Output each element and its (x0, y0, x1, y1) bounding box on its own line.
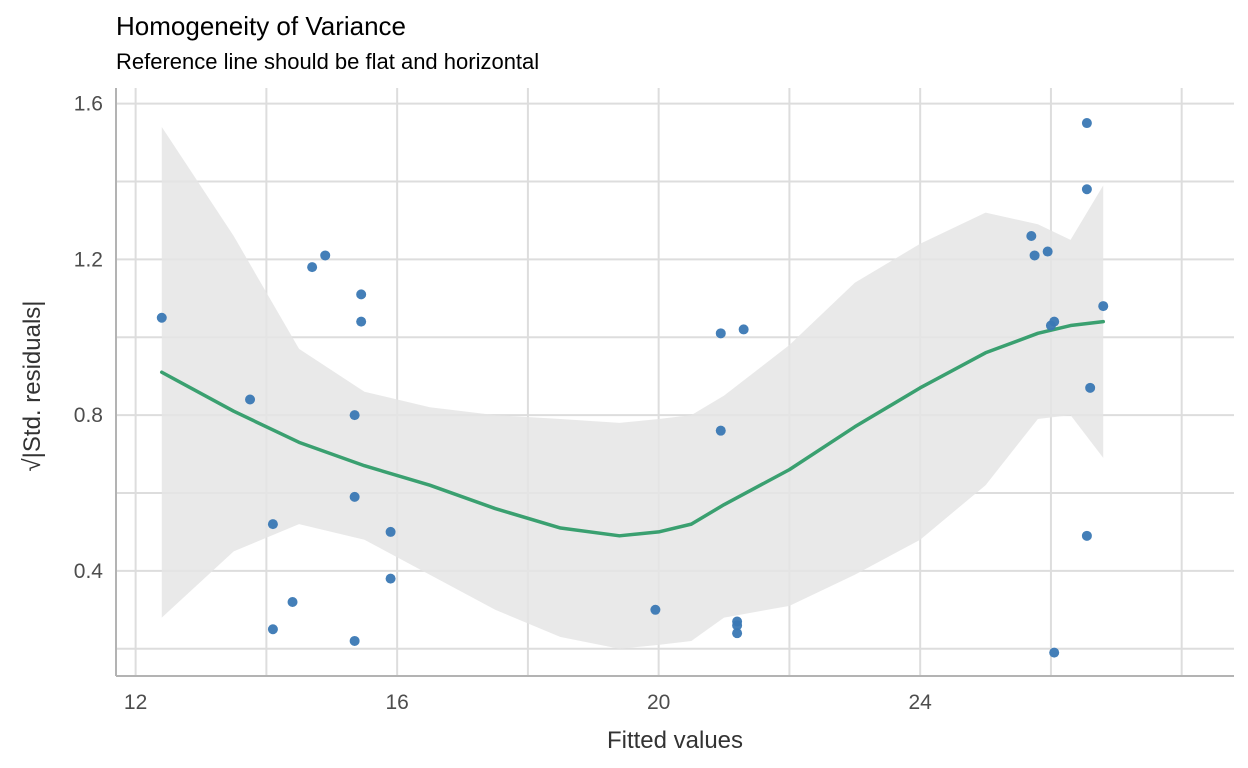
smooth-line-group (160, 319, 1105, 538)
data-point (1042, 246, 1053, 257)
data-point (1029, 250, 1040, 261)
chart-title: Homogeneity of Variance (116, 11, 406, 41)
data-point (1081, 118, 1092, 129)
smooth-line (160, 319, 1105, 538)
x-tick-label: 12 (124, 691, 147, 714)
data-point (320, 250, 331, 261)
data-point (1049, 647, 1060, 658)
data-point (1026, 230, 1037, 241)
data-point (732, 628, 743, 639)
y-tick-label: 1.2 (74, 248, 103, 271)
axes (115, 88, 1234, 677)
y-tick-label: 0.8 (74, 404, 103, 427)
x-tick-label: 24 (908, 691, 932, 714)
tick-labels: 12 16 20 24 0.4 0.8 1.2 1.6 (74, 93, 932, 714)
data-point (715, 425, 726, 436)
data-point (349, 410, 360, 421)
confidence-band-area (161, 126, 1104, 649)
data-point (287, 597, 298, 608)
data-point (356, 289, 367, 300)
data-point (1081, 530, 1092, 541)
data-point (738, 324, 749, 335)
data-point (1049, 316, 1060, 327)
data-point (385, 573, 396, 584)
confidence-band (161, 126, 1104, 649)
data-point (267, 624, 278, 635)
data-point (715, 328, 726, 339)
data-point (267, 519, 278, 530)
data-point (1085, 382, 1096, 393)
data-point (349, 491, 360, 502)
data-point (156, 312, 167, 323)
data-point (650, 604, 661, 615)
points-group (156, 118, 1109, 658)
data-point (307, 262, 318, 273)
data-point (349, 635, 360, 646)
chart-subtitle: Reference line should be flat and horizo… (116, 49, 539, 74)
x-axis-title: Fitted values (607, 727, 743, 754)
y-tick-label: 1.6 (74, 93, 103, 116)
data-point (245, 394, 256, 405)
data-point (356, 316, 367, 327)
data-point (732, 620, 743, 631)
x-tick-label: 20 (647, 691, 670, 714)
y-axis-title: √|Std. residuals| (19, 300, 46, 471)
y-tick-label: 0.4 (74, 560, 104, 583)
data-point (385, 526, 396, 537)
x-tick-label: 16 (385, 691, 408, 714)
data-point (1081, 184, 1092, 195)
data-point (1098, 301, 1109, 312)
